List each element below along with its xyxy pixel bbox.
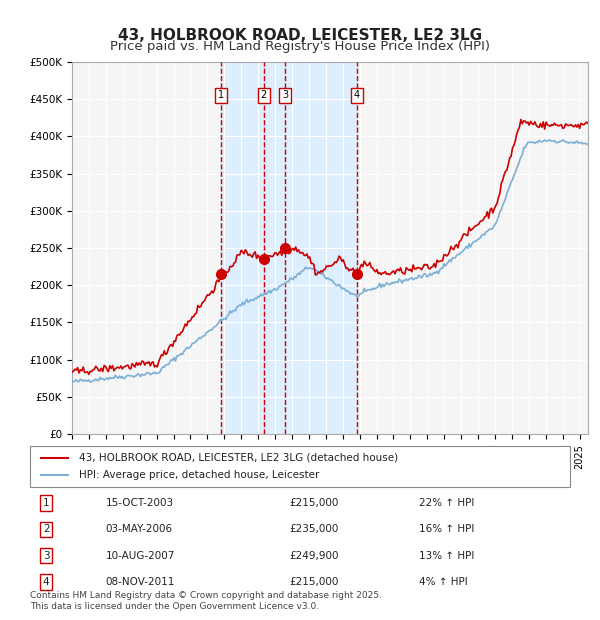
Text: 1: 1 bbox=[43, 498, 50, 508]
Text: 43, HOLBROOK ROAD, LEICESTER, LE2 3LG: 43, HOLBROOK ROAD, LEICESTER, LE2 3LG bbox=[118, 28, 482, 43]
Text: £249,900: £249,900 bbox=[289, 551, 338, 560]
FancyBboxPatch shape bbox=[30, 446, 570, 487]
Text: £235,000: £235,000 bbox=[289, 525, 338, 534]
Text: 22% ↑ HPI: 22% ↑ HPI bbox=[419, 498, 474, 508]
Text: Contains HM Land Registry data © Crown copyright and database right 2025.
This d: Contains HM Land Registry data © Crown c… bbox=[30, 591, 382, 611]
Text: HPI: Average price, detached house, Leicester: HPI: Average price, detached house, Leic… bbox=[79, 471, 319, 480]
Text: 1: 1 bbox=[218, 91, 224, 100]
Text: 4% ↑ HPI: 4% ↑ HPI bbox=[419, 577, 467, 587]
Text: 4: 4 bbox=[354, 91, 360, 100]
Text: 13% ↑ HPI: 13% ↑ HPI bbox=[419, 551, 474, 560]
Text: 3: 3 bbox=[43, 551, 50, 560]
Bar bbox=[221, 62, 357, 434]
Text: 43, HOLBROOK ROAD, LEICESTER, LE2 3LG (detached house): 43, HOLBROOK ROAD, LEICESTER, LE2 3LG (d… bbox=[79, 453, 398, 463]
Text: £215,000: £215,000 bbox=[289, 498, 338, 508]
Text: 08-NOV-2011: 08-NOV-2011 bbox=[106, 577, 175, 587]
Text: 03-MAY-2006: 03-MAY-2006 bbox=[106, 525, 173, 534]
Text: 3: 3 bbox=[282, 91, 289, 100]
Text: 16% ↑ HPI: 16% ↑ HPI bbox=[419, 525, 474, 534]
Text: 15-OCT-2003: 15-OCT-2003 bbox=[106, 498, 174, 508]
Text: 2: 2 bbox=[43, 525, 50, 534]
Text: Price paid vs. HM Land Registry's House Price Index (HPI): Price paid vs. HM Land Registry's House … bbox=[110, 40, 490, 53]
Text: 10-AUG-2007: 10-AUG-2007 bbox=[106, 551, 175, 560]
Text: £215,000: £215,000 bbox=[289, 577, 338, 587]
Text: 2: 2 bbox=[260, 91, 267, 100]
Text: 4: 4 bbox=[43, 577, 50, 587]
